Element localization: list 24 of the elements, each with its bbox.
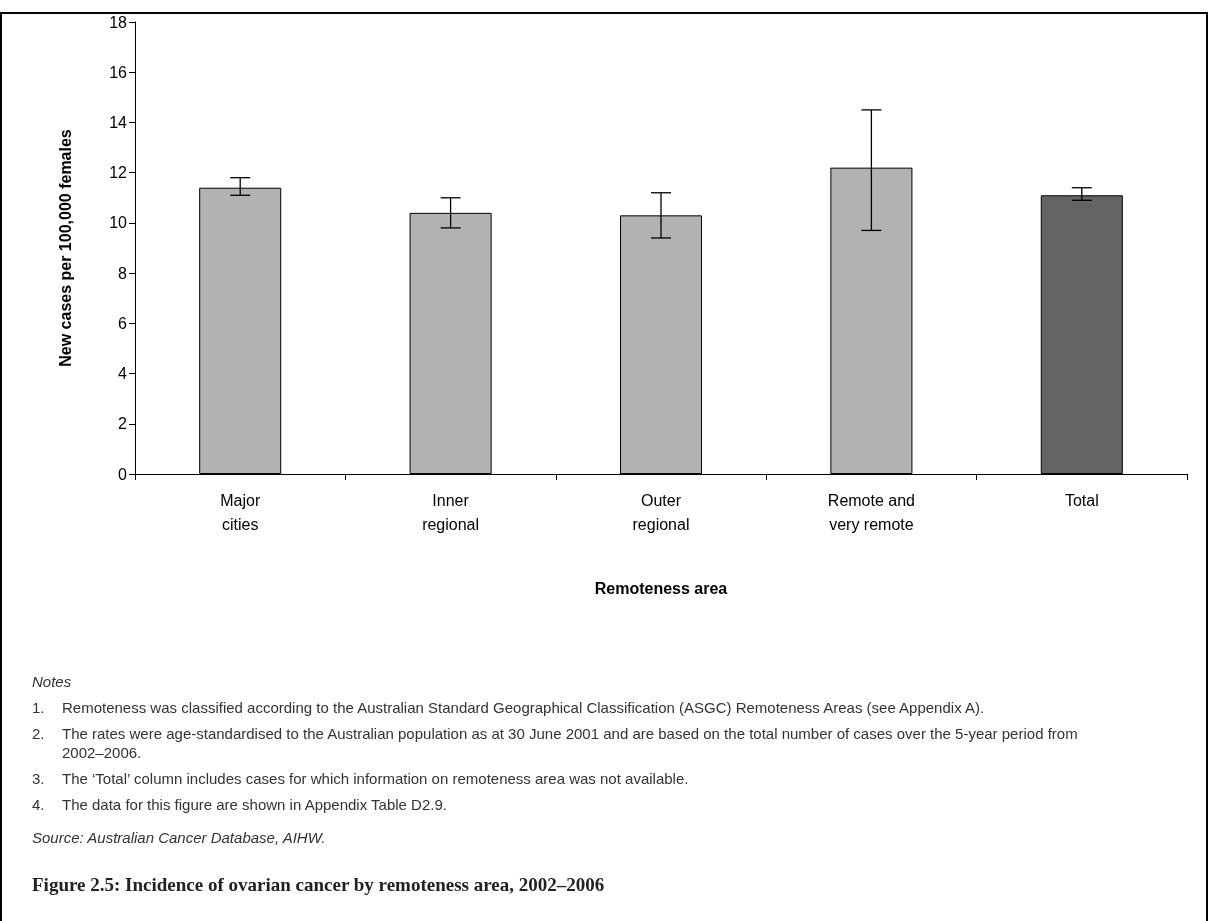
text: Notes (32, 672, 73, 691)
y-tick-label: 6 (118, 314, 128, 332)
x-axis-title: Remoteness area (594, 579, 728, 597)
y-tick-label: 0 (118, 465, 128, 483)
text: 3. The ‘Total’ column includes cases for which information on remoteness area was not available. (32, 769, 689, 788)
text: 1. Remoteness was classified according to the Australian Standard Geographical Classification (ASGC) Remoteness Areas (see Appendix A). (32, 698, 985, 717)
y-tick-label: 2 (118, 415, 128, 433)
y-tick-label: 18 (109, 13, 128, 31)
x-tick-label: Remote and very remote (827, 491, 915, 533)
text: 2. The rates were age-standardised to the Australian population as at 30 June 2001 and are based on the total number of cases over the 5-year period from 2002–2006. (32, 724, 1079, 762)
y-axis-title: New cases per 100,000 females (56, 129, 74, 367)
y-tick-label: 4 (118, 365, 128, 383)
x-tick-label: Outer regional (632, 491, 690, 533)
y-tick-label: 10 (109, 214, 128, 232)
y-tick-label: 12 (109, 164, 128, 182)
y-tick-label: 8 (118, 264, 128, 282)
y-tick-label: 16 (109, 63, 128, 81)
text: 4. The data for this figure are shown in Appendix Table D2.9. (32, 795, 447, 814)
x-tick-label: Inner regional (422, 491, 480, 533)
x-tick-label: Total (1064, 491, 1099, 509)
source-note: Source: Australian Cancer Database, AIHW. (32, 828, 327, 847)
x-tick-label: Major cities (220, 491, 261, 533)
text: Figure 2.5: Incidence of ovarian cancer by remoteness area, 2002–2006 (32, 874, 605, 896)
y-tick-label: 14 (109, 113, 128, 131)
